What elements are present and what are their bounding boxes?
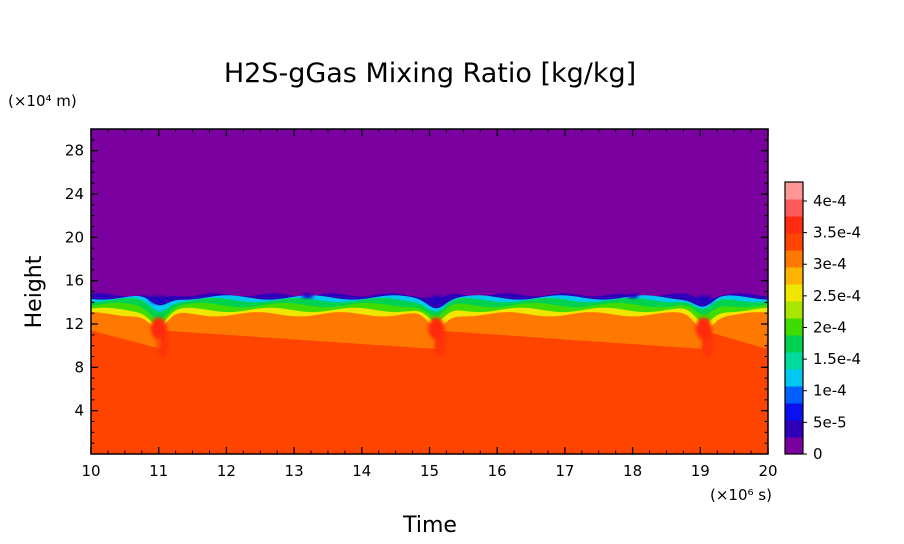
colorbar-label: 1e-4 — [813, 382, 847, 400]
x-tick-label: 12 — [217, 462, 236, 480]
y-tick-label: 28 — [65, 142, 84, 160]
x-tick-label: 20 — [758, 462, 777, 480]
colorbar-swatch — [785, 369, 803, 387]
x-tick-label: 15 — [420, 462, 439, 480]
colorbar-swatch — [785, 403, 803, 421]
colorbar-swatch — [785, 318, 803, 336]
colorbar: 0 5e-5 1e-4 1.5e-4 2e-4 2.5e-4 3e-4 3.5e-4 4e-4 — [784, 181, 861, 463]
colorbar-swatch — [785, 199, 803, 217]
dip — [427, 295, 446, 304]
plot-area — [91, 129, 768, 454]
colorbar-label: 2.5e-4 — [813, 287, 861, 305]
heatmap-field — [91, 129, 768, 454]
y-tick-label: 8 — [74, 358, 84, 376]
colorbar-label: 3.5e-4 — [813, 224, 861, 242]
dip — [149, 295, 168, 304]
chart-title: H2S-gGas Mixing Ratio [kg/kg] — [224, 58, 636, 89]
colorbar-frame — [784, 181, 804, 455]
colorbar-swatch — [785, 352, 803, 370]
colorbar-swatch — [785, 420, 803, 438]
colorbar-swatch — [785, 437, 803, 455]
x-tick-label: 14 — [352, 462, 371, 480]
y-tick-label: 16 — [65, 272, 84, 290]
field-lower-region — [91, 334, 768, 454]
dip — [626, 293, 639, 299]
colorbar-label: 2e-4 — [813, 318, 847, 336]
dip — [301, 293, 314, 299]
x-tick-label: 18 — [623, 462, 642, 480]
colorbar-label: 4e-4 — [813, 192, 847, 210]
colorbar-swatch — [785, 301, 803, 319]
x-axis-label: Time — [402, 513, 457, 538]
x-axis-unit: (×10⁶ s) — [710, 486, 772, 504]
colorbar-swatch — [785, 250, 803, 268]
colorbar-label: 5e-5 — [813, 413, 847, 431]
colorbar-label: 0 — [813, 445, 823, 463]
colorbar-swatch — [785, 335, 803, 353]
colorbar-label: 1.5e-4 — [813, 350, 861, 368]
plume — [434, 329, 447, 358]
x-tick-label: 11 — [149, 462, 168, 480]
plume — [701, 329, 714, 358]
colorbar-swatch — [785, 216, 803, 234]
x-tick-label: 13 — [285, 462, 304, 480]
y-axis-label: Height — [22, 255, 47, 328]
plume — [156, 329, 169, 358]
x-tick-label: 17 — [555, 462, 574, 480]
colorbar-swatch — [785, 284, 803, 302]
x-axis: 10 11 12 13 14 15 16 17 18 19 20 — [81, 129, 778, 480]
colorbar-swatch — [785, 386, 803, 404]
colorbar-swatch — [785, 182, 803, 200]
dip — [694, 295, 713, 304]
y-axis-unit: (×10⁴ m) — [8, 92, 77, 110]
x-tick-label: 10 — [81, 462, 100, 480]
x-tick-label: 19 — [691, 462, 710, 480]
colorbar-label: 3e-4 — [813, 255, 847, 273]
colorbar-swatch — [785, 233, 803, 251]
colorbar-swatch — [785, 267, 803, 285]
y-axis: 4 8 12 16 20 24 28 — [65, 139, 768, 444]
y-tick-label: 12 — [65, 315, 84, 333]
y-tick-label: 20 — [65, 228, 84, 246]
y-tick-label: 24 — [65, 185, 84, 203]
x-tick-label: 16 — [488, 462, 507, 480]
y-tick-label: 4 — [74, 402, 84, 420]
